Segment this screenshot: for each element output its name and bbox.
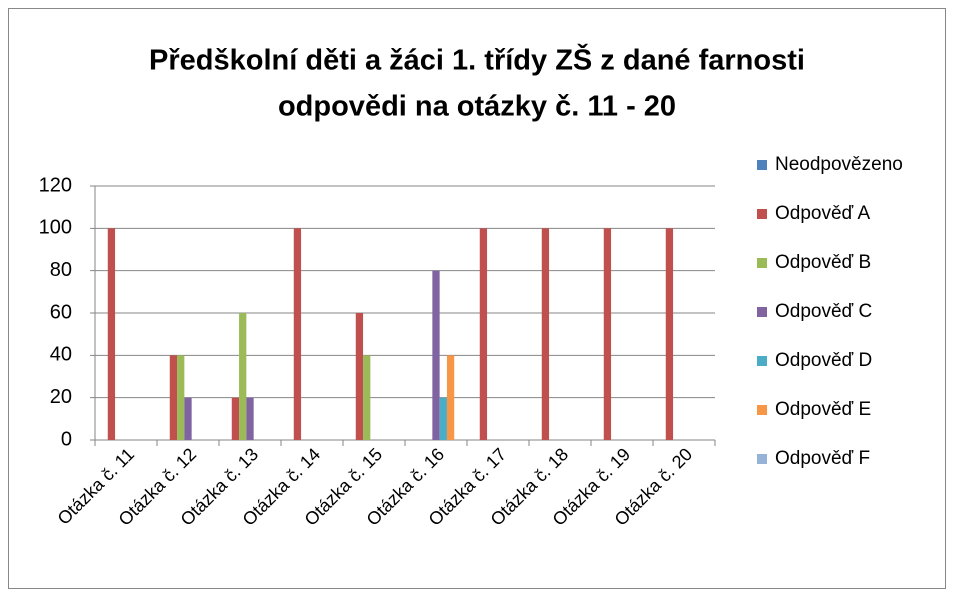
bar	[355, 313, 364, 440]
bar	[479, 228, 488, 440]
bar	[439, 397, 447, 440]
y-tick-label: 120	[39, 174, 72, 196]
bar	[169, 355, 178, 440]
legend-label: Neodpovězeno	[775, 154, 903, 175]
bar	[665, 228, 674, 440]
legend-swatch	[757, 160, 767, 170]
y-tick-label: 100	[39, 217, 72, 239]
y-tick-label: 20	[50, 386, 72, 408]
bar	[541, 228, 550, 440]
chart-subtitle: odpovědi na otázky č. 11 - 20	[278, 91, 676, 123]
y-tick-label: 0	[61, 428, 72, 450]
bar	[107, 228, 116, 440]
legend-label: Odpověď E	[775, 399, 871, 420]
bar	[177, 355, 185, 440]
legend-label: Odpověď B	[775, 252, 871, 273]
bar	[246, 397, 254, 440]
legend-label: Odpověď D	[775, 350, 872, 371]
legend-label: Odpověď F	[775, 448, 870, 469]
legend-swatch	[757, 209, 767, 219]
y-tick-label: 80	[50, 259, 72, 281]
bar	[239, 313, 247, 440]
legend-swatch	[757, 258, 767, 268]
bar	[231, 397, 240, 440]
legend-swatch	[757, 307, 767, 317]
bar	[446, 355, 455, 440]
legend-label: Odpověď C	[775, 301, 872, 322]
chart-title: Předškolní děti a žáci 1. třídy ZŠ z dan…	[149, 43, 805, 77]
bar	[432, 270, 440, 440]
legend-swatch	[757, 454, 767, 464]
bar	[363, 355, 371, 440]
y-tick-label: 40	[50, 344, 72, 366]
y-tick-label: 60	[50, 301, 72, 323]
legend-label: Odpověď A	[775, 203, 870, 224]
bar	[603, 228, 612, 440]
bar	[293, 228, 302, 440]
chart-border	[8, 8, 946, 589]
legend-swatch	[757, 356, 767, 366]
bar	[184, 397, 192, 440]
legend-swatch	[757, 405, 767, 415]
